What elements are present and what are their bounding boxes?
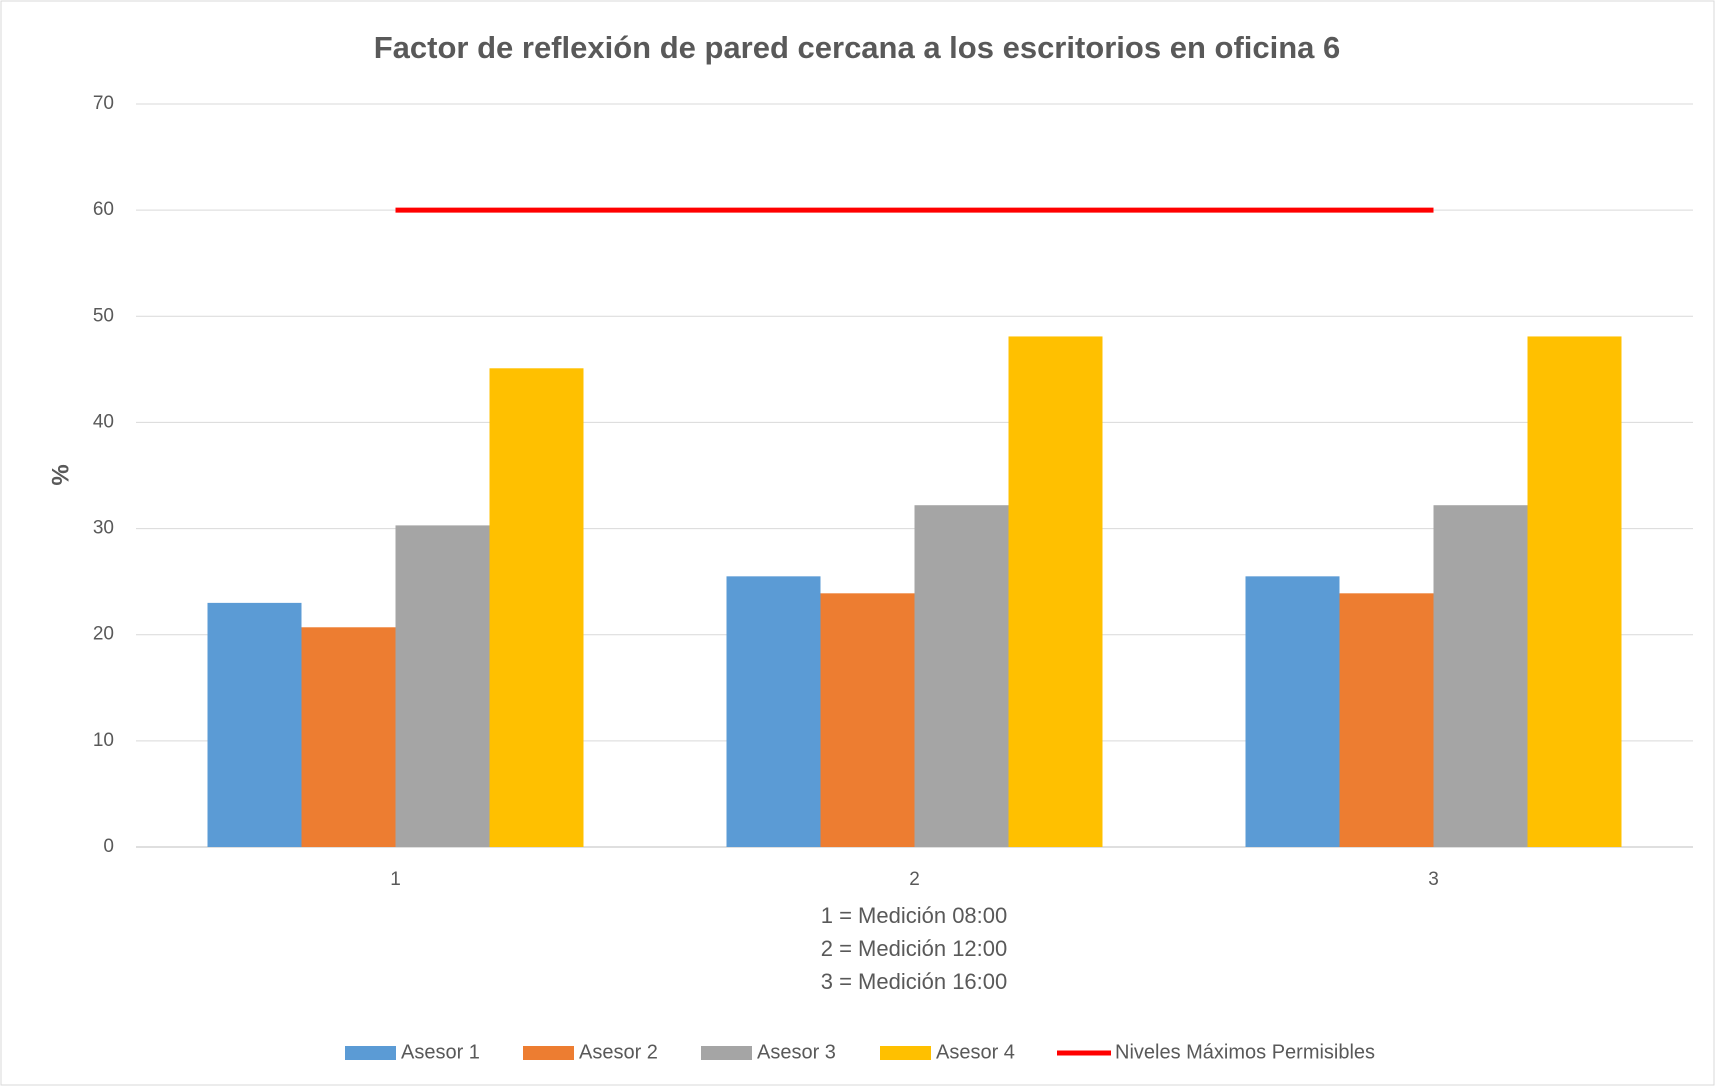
x-tick-label: 3 [1428, 869, 1439, 890]
x-tick-label: 1 [390, 869, 401, 890]
legend-swatch [701, 1046, 752, 1060]
legend-label: Asesor 3 [757, 1041, 836, 1063]
y-tick-label: 20 [93, 624, 114, 645]
bar [395, 525, 490, 847]
y-tick-label: 40 [93, 411, 114, 432]
legend-swatch [345, 1046, 396, 1060]
legend-label: Asesor 4 [936, 1041, 1015, 1063]
bar [301, 627, 396, 847]
bar [1433, 505, 1528, 847]
legend-label: Asesor 1 [401, 1041, 480, 1063]
y-tick-label: 50 [93, 305, 114, 326]
x-tick-label: 2 [909, 869, 920, 890]
legend-label: Asesor 2 [579, 1041, 658, 1063]
bar [1008, 336, 1103, 847]
bar [1527, 336, 1622, 847]
y-tick-label: 10 [93, 730, 114, 751]
y-axis-label: % [47, 464, 74, 485]
y-tick-label: 30 [93, 518, 114, 539]
bar [726, 576, 821, 847]
y-tick-label: 70 [93, 93, 114, 114]
bar [820, 593, 915, 847]
x-axis-label: 3 = Medición 16:00 [821, 969, 1008, 994]
bar [489, 368, 584, 847]
x-axis-label: 1 = Medición 08:00 [821, 903, 1008, 928]
bar [914, 505, 1009, 847]
legend-label: Niveles Máximos Permisibles [1115, 1041, 1375, 1063]
chart-title: Factor de reflexión de pared cercana a l… [374, 30, 1341, 65]
x-axis-label: 2 = Medición 12:00 [821, 936, 1008, 961]
y-tick-label: 60 [93, 199, 114, 220]
legend-swatch [523, 1046, 574, 1060]
bar [1339, 593, 1434, 847]
y-tick-label: 0 [103, 836, 114, 857]
bar [1245, 576, 1340, 847]
legend-swatch [880, 1046, 931, 1060]
bar [207, 602, 302, 847]
